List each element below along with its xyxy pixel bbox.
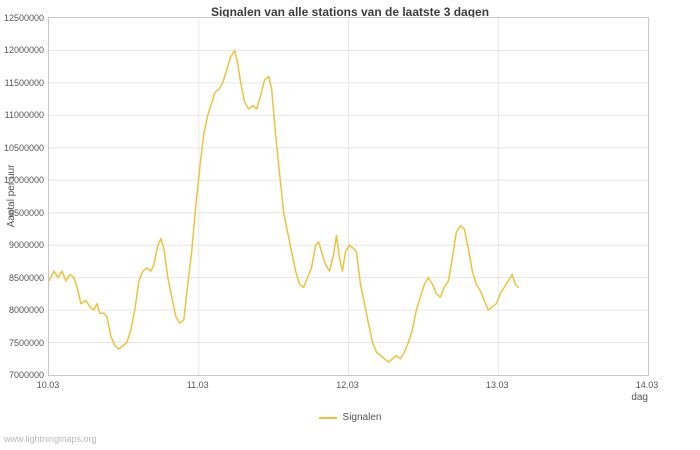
y-tick-label: 12500000: [3, 13, 44, 23]
y-tick-label: 10000000: [3, 175, 44, 186]
y-tick-label: 8000000: [8, 305, 44, 316]
x-tick-label: 12.03: [336, 380, 359, 390]
signalen-line: [49, 49, 519, 363]
plot-area: [48, 17, 649, 376]
y-tick-label: 9500000: [8, 207, 44, 218]
x-tick-label: 10.03: [36, 380, 60, 390]
x-tick-label: 14.03: [635, 380, 659, 390]
y-tick-label: 12000000: [3, 45, 44, 56]
y-tick-label: 8500000: [8, 272, 44, 283]
y-tick-label: 9000000: [8, 240, 44, 251]
watermark-text: www.lightningmaps.org: [4, 434, 97, 444]
y-tick-label: 7000000: [8, 370, 44, 380]
y-tick-label: 11500000: [4, 77, 44, 88]
legend-line-swatch: [318, 416, 337, 419]
x-tick-label: 11.03: [186, 380, 209, 390]
y-tick-label: 10500000: [3, 142, 44, 153]
x-axis-label: dag: [631, 392, 648, 403]
legend-label: Signalen: [342, 412, 382, 423]
y-tick-label: 11000000: [4, 110, 44, 121]
chart-title: Signalen van alle stations van de laatst…: [210, 5, 490, 19]
x-tick-label: 13.03: [485, 380, 509, 390]
legend: Signalen: [0, 412, 700, 423]
chart-canvas: [49, 18, 648, 375]
y-tick-label: 7500000: [8, 337, 44, 348]
y-axis-label: Aantal per uur: [6, 164, 17, 228]
